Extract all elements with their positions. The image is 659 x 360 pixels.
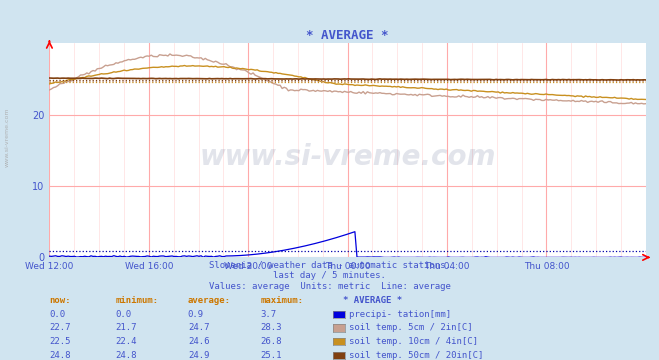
Text: 0.0: 0.0 <box>49 310 65 319</box>
Text: 24.8: 24.8 <box>49 351 71 360</box>
Text: www.si-vreme.com: www.si-vreme.com <box>5 107 10 167</box>
Text: average:: average: <box>188 296 231 305</box>
Text: 3.7: 3.7 <box>260 310 276 319</box>
Text: now:: now: <box>49 296 71 305</box>
Text: 25.1: 25.1 <box>260 351 282 360</box>
Text: 24.8: 24.8 <box>115 351 137 360</box>
Text: soil temp. 10cm / 4in[C]: soil temp. 10cm / 4in[C] <box>349 337 478 346</box>
Text: 0.9: 0.9 <box>188 310 204 319</box>
Text: 22.7: 22.7 <box>49 324 71 333</box>
Text: 22.4: 22.4 <box>115 337 137 346</box>
Text: 24.6: 24.6 <box>188 337 210 346</box>
Text: 22.5: 22.5 <box>49 337 71 346</box>
Text: 0.0: 0.0 <box>115 310 131 319</box>
Text: Slovenia / weather data - automatic stations.: Slovenia / weather data - automatic stat… <box>208 260 451 269</box>
Text: 24.9: 24.9 <box>188 351 210 360</box>
Text: minimum:: minimum: <box>115 296 158 305</box>
Text: precipi- tation[mm]: precipi- tation[mm] <box>349 310 451 319</box>
Text: Values: average  Units: metric  Line: average: Values: average Units: metric Line: aver… <box>208 282 451 291</box>
Text: 24.7: 24.7 <box>188 324 210 333</box>
Text: last day / 5 minutes.: last day / 5 minutes. <box>273 271 386 280</box>
Text: 26.8: 26.8 <box>260 337 282 346</box>
Text: soil temp. 50cm / 20in[C]: soil temp. 50cm / 20in[C] <box>349 351 484 360</box>
Text: www.si-vreme.com: www.si-vreme.com <box>200 143 496 171</box>
Title: * AVERAGE *: * AVERAGE * <box>306 29 389 42</box>
Text: 21.7: 21.7 <box>115 324 137 333</box>
Text: maximum:: maximum: <box>260 296 303 305</box>
Text: 28.3: 28.3 <box>260 324 282 333</box>
Text: * AVERAGE *: * AVERAGE * <box>343 296 402 305</box>
Text: soil temp. 5cm / 2in[C]: soil temp. 5cm / 2in[C] <box>349 324 473 333</box>
